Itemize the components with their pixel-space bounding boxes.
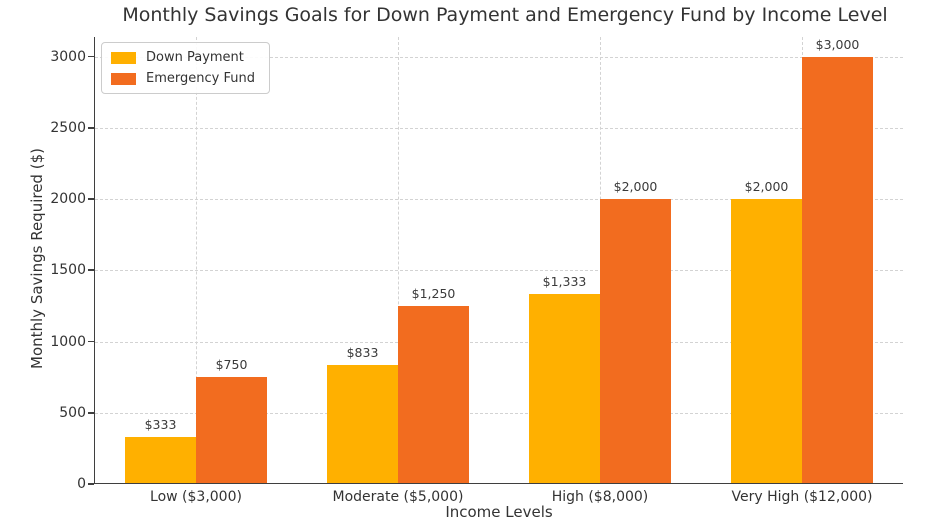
x-category-label: Very High ($12,000) xyxy=(731,489,873,505)
y-tick-label: 500 xyxy=(59,404,86,421)
gridline-h xyxy=(95,412,903,414)
y-tick-label: 1500 xyxy=(50,262,86,279)
legend-swatch-emergency-fund xyxy=(111,72,136,85)
bar-value-label: $2,000 xyxy=(613,179,658,194)
legend-swatch-down-payment xyxy=(111,51,136,64)
y-tick-mark xyxy=(87,483,94,485)
gridline-h xyxy=(95,56,903,58)
y-tick-mark xyxy=(87,198,94,200)
y-tick-label: 2500 xyxy=(50,119,86,136)
bar-value-label: $750 xyxy=(215,357,248,373)
gridline-v xyxy=(196,37,197,484)
x-axis-spine xyxy=(93,482,903,485)
bar-value-label: $1,333 xyxy=(542,274,587,290)
gridline-h xyxy=(95,341,903,343)
gridline-h xyxy=(95,199,903,200)
bar-emergency-fund xyxy=(196,377,267,484)
x-category-label: Moderate ($5,000) xyxy=(332,489,464,505)
bar-emergency-fund xyxy=(802,56,873,484)
legend-label: Emergency Fund xyxy=(146,71,255,86)
legend-label: Down Payment xyxy=(146,50,244,65)
bar-emergency-fund xyxy=(600,199,671,484)
plot-area: Down Payment Emergency Fund $333 $833 $1,33… xyxy=(95,37,903,484)
bar-down-payment xyxy=(529,294,600,484)
bar-value-label: $1,250 xyxy=(411,285,456,301)
y-tick-mark xyxy=(87,340,94,343)
bar-value-label: $3,000 xyxy=(815,36,860,52)
bar-emergency-fund xyxy=(398,305,469,484)
bar-value-label: $833 xyxy=(346,345,379,361)
y-tick-label: 2000 xyxy=(50,191,86,207)
y-tick-label: 1000 xyxy=(50,333,86,350)
bar-value-label: $333 xyxy=(144,416,177,432)
x-axis-label: Income Levels xyxy=(445,503,553,521)
gridline-h xyxy=(95,127,903,129)
bar-down-payment xyxy=(731,199,802,484)
y-tick-label: 3000 xyxy=(50,48,86,65)
y-tick-mark xyxy=(87,126,94,129)
legend-item-emergency-fund: Emergency Fund xyxy=(111,71,255,86)
y-tick-mark xyxy=(87,411,94,414)
bar-down-payment xyxy=(125,436,196,484)
y-tick-mark xyxy=(87,55,94,58)
y-axis-spine xyxy=(93,37,96,484)
chart-title: Monthly Savings Goals for Down Payment a… xyxy=(122,4,888,26)
x-category-label: Low ($3,000) xyxy=(150,489,242,505)
gridline-h xyxy=(95,270,903,272)
bar-down-payment xyxy=(327,365,398,484)
legend-item-down-payment: Down Payment xyxy=(111,50,255,65)
gridline-v xyxy=(398,37,399,484)
legend: Down Payment Emergency Fund xyxy=(101,42,270,94)
bar-value-label: $2,000 xyxy=(744,179,789,194)
y-tick-mark xyxy=(87,269,94,272)
y-tick-label: 0 xyxy=(77,476,86,492)
x-category-label: High ($8,000) xyxy=(551,489,649,505)
